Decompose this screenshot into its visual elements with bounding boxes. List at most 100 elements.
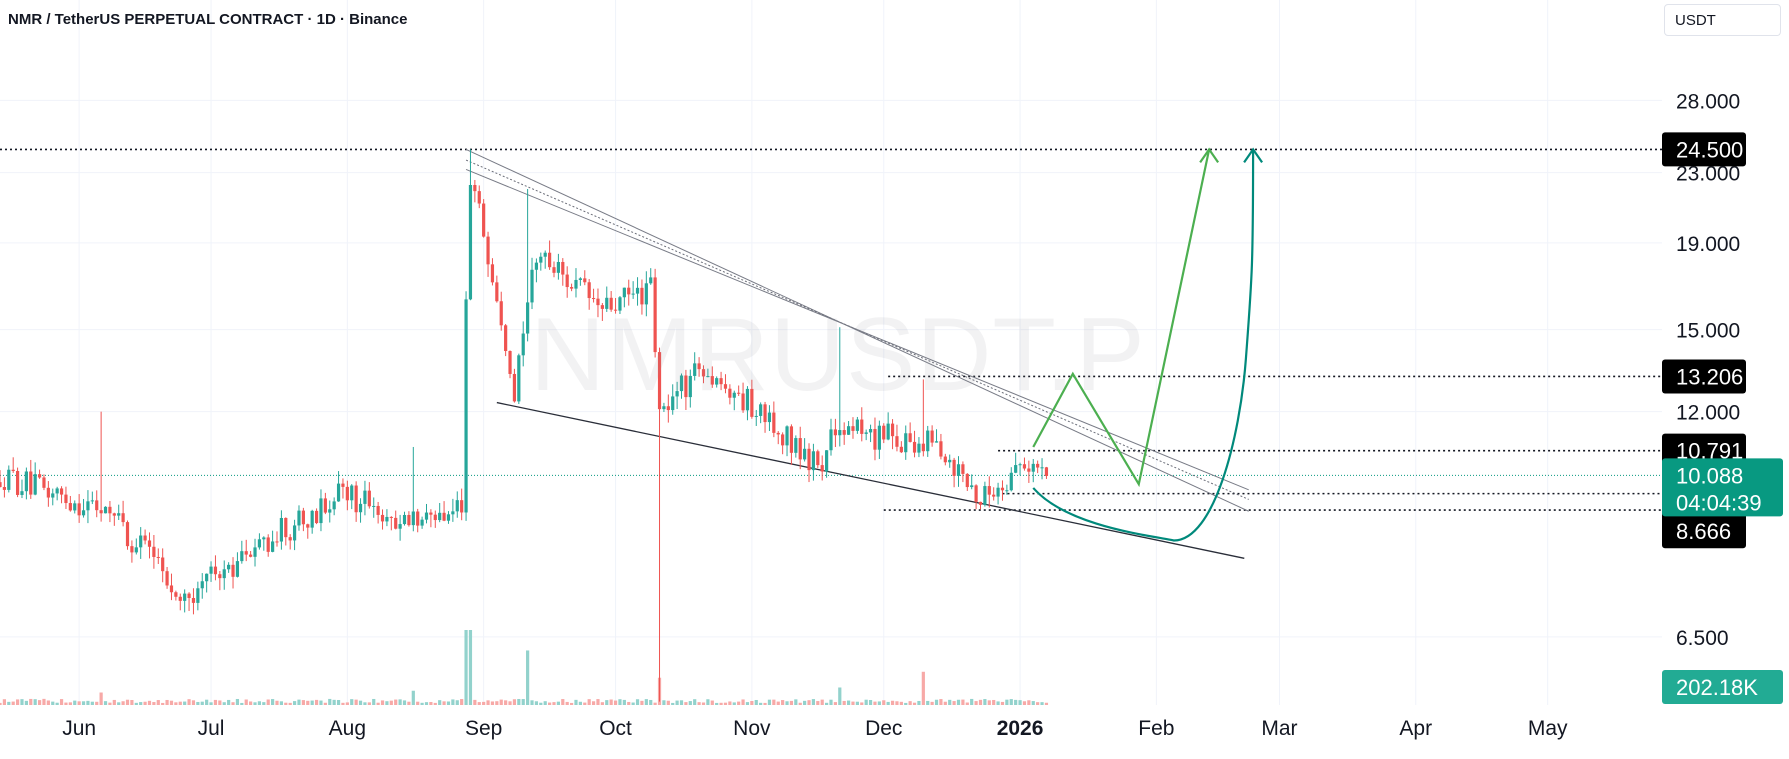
candle-body	[407, 514, 411, 526]
candle-body	[741, 393, 745, 411]
volume-bar	[974, 701, 978, 705]
volume-bar	[644, 699, 648, 705]
candle	[15, 467, 20, 498]
candle-body	[618, 297, 622, 311]
volume-bar	[534, 701, 539, 705]
volume-bar	[156, 700, 160, 705]
volume-bar	[970, 698, 974, 705]
volume-bar	[767, 699, 772, 705]
candle	[183, 589, 187, 613]
candle-body	[811, 451, 816, 471]
candle-body	[341, 483, 345, 487]
volume-bar	[429, 701, 433, 705]
volume-bar	[631, 702, 635, 705]
candle	[271, 530, 275, 553]
volume-bar	[846, 700, 851, 705]
volume-bar	[701, 702, 706, 705]
time-tick-label: 2026	[997, 717, 1044, 740]
volume-bar	[108, 702, 112, 705]
candle-body	[930, 430, 934, 443]
volume-bar	[600, 702, 604, 705]
volume-bar	[183, 701, 187, 705]
candle	[578, 277, 582, 286]
candle	[939, 433, 943, 460]
candle-body	[249, 554, 253, 557]
candle	[196, 581, 200, 611]
candle	[99, 411, 103, 522]
volume-bar	[530, 700, 534, 705]
volume-bar	[504, 700, 508, 705]
volume-bar	[367, 702, 371, 705]
candle-body	[565, 274, 569, 288]
candle	[29, 459, 33, 499]
price-axis[interactable]: 28.000 23.000 19.000 15.000 12.000 6.500 24.50…	[1662, 90, 1783, 704]
volume-bar	[332, 699, 336, 705]
zigzag-projection	[1032, 149, 1211, 488]
volume-bar	[292, 701, 297, 705]
candle	[301, 507, 305, 532]
volume-bar	[328, 698, 332, 705]
candle-body	[816, 451, 820, 466]
volume-bar	[275, 700, 279, 705]
candle-body	[262, 537, 266, 540]
candle-body	[873, 429, 877, 450]
candle-body	[363, 490, 367, 504]
candle	[86, 490, 90, 524]
candle-body	[613, 309, 618, 311]
candle	[59, 486, 64, 504]
volume-bar	[266, 699, 270, 705]
volume-bar	[895, 701, 899, 705]
volume-bar	[697, 702, 701, 705]
time-axis[interactable]: Jun Jul Aug Sep Oct Nov Dec 2026 Feb Mar Apr May	[62, 717, 1568, 740]
candle	[666, 394, 670, 423]
candle	[833, 418, 837, 448]
candle	[319, 489, 323, 532]
price-tick-label: 6.500	[1676, 627, 1729, 650]
volume-bar	[591, 701, 596, 705]
volume-bar	[407, 701, 411, 705]
chart-title: NMR / TetherUS PERPETUAL CONTRACT · 1D ·…	[8, 11, 408, 28]
candle	[635, 277, 640, 306]
volume-bar	[512, 699, 517, 705]
candle	[231, 557, 235, 589]
candle	[73, 500, 77, 514]
volume-bar	[948, 699, 952, 705]
candle	[33, 462, 37, 496]
candle-body	[178, 596, 182, 601]
volume-bar	[473, 699, 477, 705]
candle	[701, 365, 706, 384]
volume-bar	[46, 700, 50, 705]
candle-body	[319, 498, 323, 524]
volume-bar	[205, 699, 209, 705]
candle	[139, 527, 143, 559]
volume-bar	[1036, 702, 1040, 705]
volume-bars	[0, 630, 1049, 705]
candle-body	[526, 302, 530, 334]
candle	[376, 501, 380, 524]
candle-body	[455, 500, 459, 512]
price-label-box	[1662, 359, 1746, 394]
candle	[161, 548, 165, 583]
candle	[165, 566, 169, 589]
volume-bar	[121, 701, 125, 705]
volume-bar	[139, 702, 143, 705]
candle	[574, 268, 578, 298]
candle	[169, 573, 174, 601]
candle	[653, 268, 657, 358]
volume-bar	[1044, 702, 1049, 705]
candle-body	[332, 501, 336, 510]
candle-body	[723, 384, 728, 389]
volume-bar	[569, 702, 574, 705]
volume-bar	[358, 700, 363, 705]
candle-body	[169, 585, 174, 593]
volume-bar	[899, 701, 903, 705]
candle-body	[1009, 472, 1013, 491]
trendline	[465, 168, 1249, 491]
volume-bar	[715, 702, 719, 705]
currency-selector[interactable]: USDT	[1664, 4, 1781, 36]
candle	[644, 271, 648, 317]
candle-body	[73, 503, 77, 511]
candle-body	[482, 203, 486, 237]
candle	[460, 488, 464, 521]
